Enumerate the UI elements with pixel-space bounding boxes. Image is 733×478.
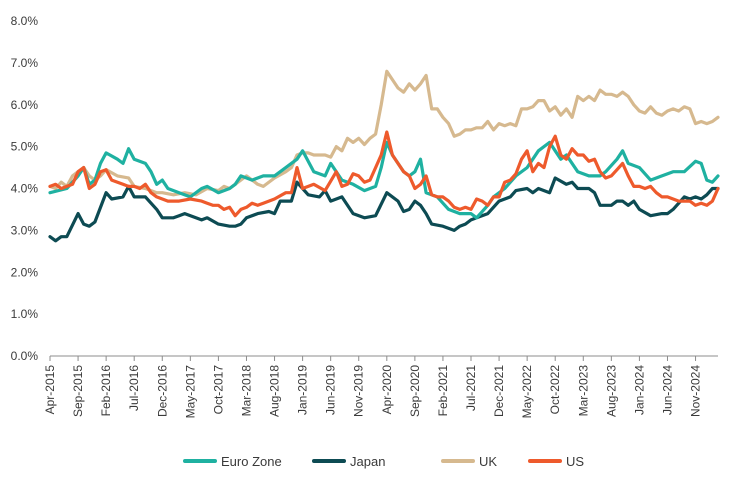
x-tick-label: Dec-2021 bbox=[492, 365, 506, 417]
x-tick-label: Feb-2016 bbox=[99, 365, 113, 417]
legend-label: Japan bbox=[350, 454, 385, 469]
x-tick-label: Jul-2021 bbox=[464, 365, 478, 411]
x-tick-label: Jul-2016 bbox=[127, 365, 141, 411]
y-tick-label: 3.0% bbox=[11, 223, 39, 237]
x-tick-label: Nov-2019 bbox=[352, 365, 366, 417]
series-line-euro-zone bbox=[48, 140, 720, 220]
x-tick-label: Dec-2016 bbox=[155, 365, 169, 417]
x-tick-label: May-2022 bbox=[520, 365, 534, 419]
y-tick-label: 6.0% bbox=[11, 98, 39, 112]
legend-label: UK bbox=[479, 454, 497, 469]
x-tick-label: Mar-2023 bbox=[576, 365, 590, 417]
y-tick-label: 4.0% bbox=[11, 182, 39, 196]
series-line-japan bbox=[48, 176, 720, 243]
legend-label: US bbox=[566, 454, 584, 469]
x-tick-label: Nov-2024 bbox=[689, 365, 703, 417]
x-tick-label: Jun-2019 bbox=[324, 365, 338, 415]
x-tick-label: Mar-2018 bbox=[239, 365, 253, 417]
y-tick-label: 0.0% bbox=[11, 349, 39, 363]
y-tick-label: 2.0% bbox=[11, 265, 39, 279]
x-tick-label: Oct-2017 bbox=[211, 365, 225, 415]
chart-legend: Euro Zone Japan UK US bbox=[183, 454, 584, 469]
y-tick-label: 7.0% bbox=[11, 56, 39, 70]
y-tick-label: 5.0% bbox=[11, 140, 39, 154]
legend-label: Euro Zone bbox=[221, 454, 282, 469]
x-tick-label: May-2017 bbox=[183, 365, 197, 419]
series-line-uk bbox=[48, 69, 720, 197]
x-tick-label: Apr-2020 bbox=[380, 365, 394, 415]
series-line-us bbox=[48, 130, 720, 218]
y-axis-ticks: 0.0% 1.0% 2.0% 3.0% 4.0% 5.0% 6.0% 7.0% 8.0% bbox=[11, 14, 39, 363]
y-tick-label: 8.0% bbox=[11, 14, 39, 28]
series-layer bbox=[48, 69, 720, 243]
x-tick-label: Jan-2024 bbox=[632, 365, 646, 415]
x-tick-label: Oct-2022 bbox=[548, 365, 562, 415]
x-tick-label: Jan-2019 bbox=[296, 365, 310, 415]
x-tick-label: Apr-2015 bbox=[43, 365, 57, 415]
x-tick-label: Sep-2020 bbox=[408, 365, 422, 417]
x-tick-label: Feb-2021 bbox=[436, 365, 450, 417]
x-tick-label: Sep-2015 bbox=[71, 365, 85, 417]
x-axis-ticks: Apr-2015 Sep-2015 Feb-2016 Jul-2016 Dec-2016… bbox=[43, 356, 703, 418]
y-tick-label: 1.0% bbox=[11, 307, 39, 321]
x-tick-label: Aug-2023 bbox=[604, 365, 618, 417]
x-tick-label: Jun-2024 bbox=[660, 365, 674, 415]
x-tick-label: Aug-2018 bbox=[268, 365, 282, 417]
